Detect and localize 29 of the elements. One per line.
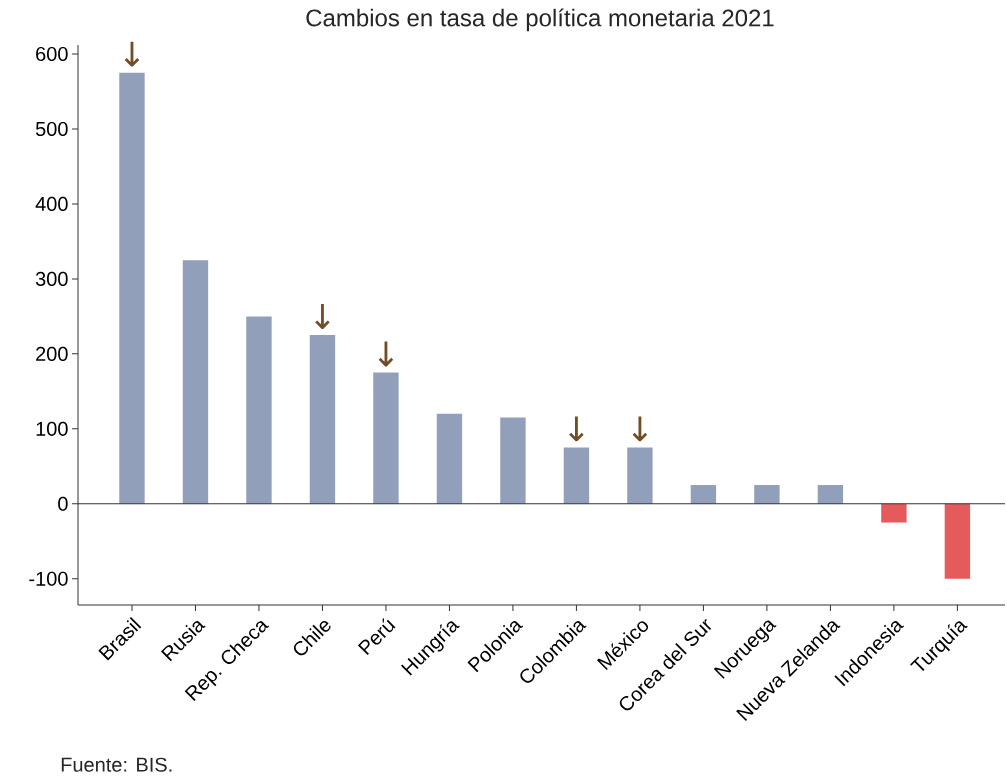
y-tick-label: 600 [36, 46, 68, 62]
y-tick-label: 500 [35, 121, 68, 137]
annotation: ↓ [632, 416, 648, 442]
bar [817, 485, 844, 504]
bar [500, 417, 526, 504]
y-tick-label: 100 [36, 421, 68, 436]
annotation: ↓ [124, 41, 140, 67]
bar [373, 372, 399, 504]
source-note: Fuente: BIS. [61, 757, 172, 772]
bar [944, 503, 971, 579]
bar [690, 485, 717, 504]
y-tick-label: -100 [29, 571, 68, 586]
annotation: ↓ [315, 304, 330, 329]
bar [309, 335, 336, 504]
y-tick-label: 300 [35, 271, 68, 286]
bar [246, 316, 272, 504]
bar [119, 72, 145, 504]
bar [627, 447, 653, 504]
y-tick-label: 0 [58, 496, 68, 511]
bar [182, 260, 209, 504]
chart-title: Cambios en tasa de política monetaria 2021 [306, 8, 774, 32]
bar [563, 447, 590, 504]
bar [436, 413, 463, 504]
bar [881, 503, 907, 523]
y-tick-label: 400 [35, 196, 68, 211]
bar [754, 485, 780, 504]
annotation: ↓ [378, 341, 394, 367]
y-tick-label: 200 [36, 346, 68, 361]
annotation: ↓ [569, 416, 584, 442]
